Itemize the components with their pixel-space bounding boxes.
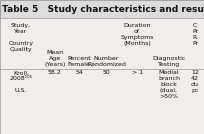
Bar [0,18,204,134]
Text: 50: 50 [103,70,110,75]
Text: Duration
of
Symptoms
(Months): Duration of Symptoms (Months) [120,23,154,46]
Text: 12
42
du
pc: 12 42 du pc [191,70,199,93]
Text: Kroll,
2008¹⁰⁵

U.S.: Kroll, 2008¹⁰⁵ U.S. [10,70,32,93]
Text: Study,
Year

Country
Quality: Study, Year Country Quality [9,23,34,52]
Text: 54: 54 [75,70,83,75]
Text: Mean
Age
(Years): Mean Age (Years) [44,50,65,67]
Text: Medial
branch
block
(dual,
>50%: Medial branch block (dual, >50% [158,70,180,98]
Bar [0,0,204,18]
Text: C
Pr
R.
Pr: C Pr R. Pr [192,23,198,46]
Text: > 1: > 1 [132,70,143,75]
Text: 58.2: 58.2 [48,70,62,75]
Text: Number
Randomized: Number Randomized [87,56,126,67]
Text: Diagnostic
Testing: Diagnostic Testing [152,56,186,67]
Text: Table 5   Study characteristics and results of pulsed radiofr: Table 5 Study characteristics and result… [2,5,204,14]
Text: Percent
Female: Percent Female [67,56,91,67]
